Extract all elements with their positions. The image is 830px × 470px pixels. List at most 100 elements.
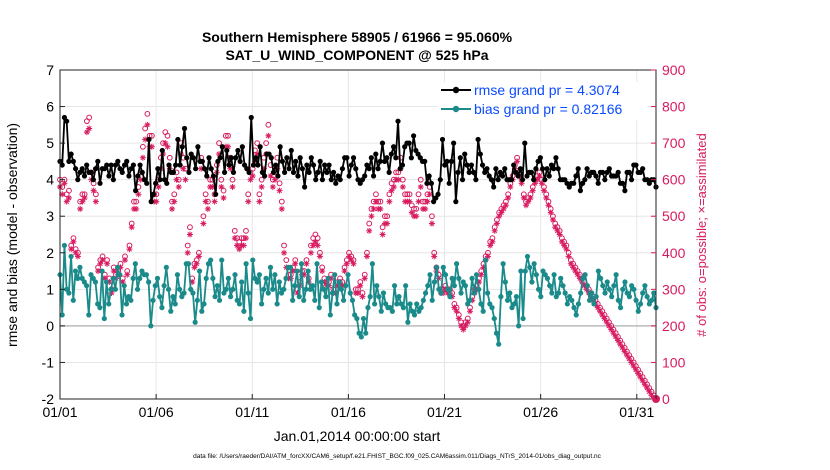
bias-point <box>562 290 568 296</box>
asterisk-stroke <box>373 199 379 205</box>
bias-point <box>236 301 243 307</box>
bias-point <box>529 279 535 285</box>
obs-possible-point <box>278 198 285 205</box>
asterisk-stroke <box>554 228 560 234</box>
bias-point <box>354 315 360 322</box>
bias-point <box>214 283 220 289</box>
bias-point <box>394 301 400 307</box>
obs-assimilated-point <box>61 180 68 187</box>
rmse-point <box>275 173 281 179</box>
asterisk-stroke <box>111 268 117 274</box>
obs-assimilated-point <box>200 220 207 227</box>
obs-assimilated-point <box>343 260 350 267</box>
rmse-point <box>468 162 475 168</box>
x-tick-label: 01/21 <box>427 404 462 420</box>
asterisk-stroke <box>84 129 90 135</box>
bias-point <box>296 294 302 300</box>
obs-assimilated-point <box>74 253 81 260</box>
bias-point <box>429 297 435 303</box>
obs-assimilated-point <box>65 194 72 201</box>
rmse-point <box>593 173 599 179</box>
obs-assimilated-point <box>81 194 88 201</box>
bias-point <box>467 297 473 303</box>
rmse-point <box>255 162 261 168</box>
bias-point <box>316 305 322 311</box>
legend-rmse-marker <box>452 86 460 94</box>
bias-point <box>59 312 65 318</box>
bias-point <box>367 294 373 300</box>
obs-assimilated-point <box>547 209 554 216</box>
bias-point <box>365 305 371 311</box>
bias-point <box>70 297 76 303</box>
rmse-point <box>235 147 241 154</box>
bias-point <box>194 297 200 303</box>
rmse-point <box>462 151 468 157</box>
asterisk-stroke <box>631 363 637 369</box>
obs-assimilated-point <box>281 249 288 256</box>
rmse-point <box>453 199 459 205</box>
bias-point <box>101 315 107 322</box>
rmse-point <box>261 173 268 179</box>
bias-point <box>582 272 588 278</box>
bias-point <box>620 286 626 292</box>
rmse-point <box>615 169 621 175</box>
legend: rmse grand pr = 4.3074 bias grand pr = 0… <box>438 82 648 120</box>
rmse-point <box>471 169 477 175</box>
asterisk-stroke <box>169 206 175 212</box>
y-axis-right-label: # of obs: o=possible; ×=assimilated <box>694 133 709 336</box>
obs-assimilated-point <box>292 260 299 267</box>
rmse-point <box>573 173 579 179</box>
rmse-point <box>68 151 74 157</box>
rmse-point <box>322 162 328 168</box>
asterisk-stroke <box>122 257 128 263</box>
bias-point <box>558 275 564 281</box>
obs-assimilated-point <box>621 348 628 355</box>
asterisk-stroke <box>622 349 628 354</box>
obs-possible-point <box>166 154 173 161</box>
bias-point <box>469 275 475 281</box>
obs-assimilated-point <box>505 194 512 201</box>
rmse-point <box>519 177 526 183</box>
bias-point <box>137 275 143 281</box>
asterisk-stroke <box>183 177 188 183</box>
rmse-point <box>228 155 234 161</box>
bias-point <box>146 279 152 285</box>
bias-point <box>524 253 531 260</box>
asterisk-stroke <box>360 294 365 300</box>
obs-assimilated-point <box>144 121 151 128</box>
obs-possible-point <box>133 198 140 205</box>
obs-possible-point <box>200 213 207 220</box>
bias-point <box>199 308 205 314</box>
asterisk-stroke <box>156 184 162 190</box>
asterisk-stroke <box>649 392 654 398</box>
bias-point <box>143 272 150 278</box>
asterisk-stroke <box>633 367 639 373</box>
rmse-point <box>288 147 294 154</box>
rmse-point <box>226 162 232 168</box>
asterisk-stroke <box>196 253 202 259</box>
rmse-point <box>166 162 172 168</box>
bias-point <box>504 297 511 303</box>
obs-possible-point <box>142 125 149 132</box>
asterisk-stroke <box>348 257 354 263</box>
rmse-point <box>424 180 430 186</box>
obs-assimilated-point <box>258 183 265 190</box>
rmse-point <box>622 188 628 194</box>
bias-point <box>103 279 110 285</box>
obs-assimilated-point <box>637 374 644 381</box>
rmse-point <box>250 162 257 168</box>
asterisk-stroke <box>456 316 462 322</box>
obs-assimilated-point <box>180 165 187 172</box>
obs-assimilated-point <box>413 213 420 220</box>
bias-point <box>196 268 203 274</box>
asterisk-stroke <box>245 199 251 205</box>
obs-assimilated-point <box>121 257 128 264</box>
rmse-point <box>328 177 334 183</box>
rmse-point <box>350 155 357 161</box>
rmse-point <box>555 166 561 172</box>
asterisk-stroke <box>602 316 607 322</box>
asterisk-stroke <box>312 239 318 245</box>
obs-assimilated-point <box>572 268 579 275</box>
obs-assimilated-point <box>368 213 375 220</box>
obs-assimilated-point <box>269 183 276 190</box>
